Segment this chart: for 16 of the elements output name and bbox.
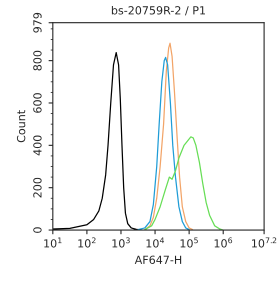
x-tick-label: 10$^{1}$ [44,238,62,248]
y-tick-label: 979 [33,12,42,33]
x-tick-label: 10$^{3}$ [112,237,130,248]
chart-title: bs-20759R-2 / P1 [112,6,205,16]
y-tick-label: 200 [33,178,42,198]
x-tick-label: 10$^{7.2}$ [252,237,276,248]
x-tick-label: 10$^{4}$ [146,238,164,248]
y-tick-label: 0 [33,227,42,233]
x-tick-label: 10$^{6}$ [214,237,232,248]
y-axis-title: Count [16,110,26,142]
y-tick-label: 800 [33,50,42,70]
y-tick-label: 600 [33,93,42,113]
y-tick-label: 400 [33,135,42,156]
x-axis-title: AF647-H [134,256,182,264]
x-tick-label: 10$^{5}$ [180,238,198,248]
x-tick-label: 10$^{2}$ [78,237,96,248]
